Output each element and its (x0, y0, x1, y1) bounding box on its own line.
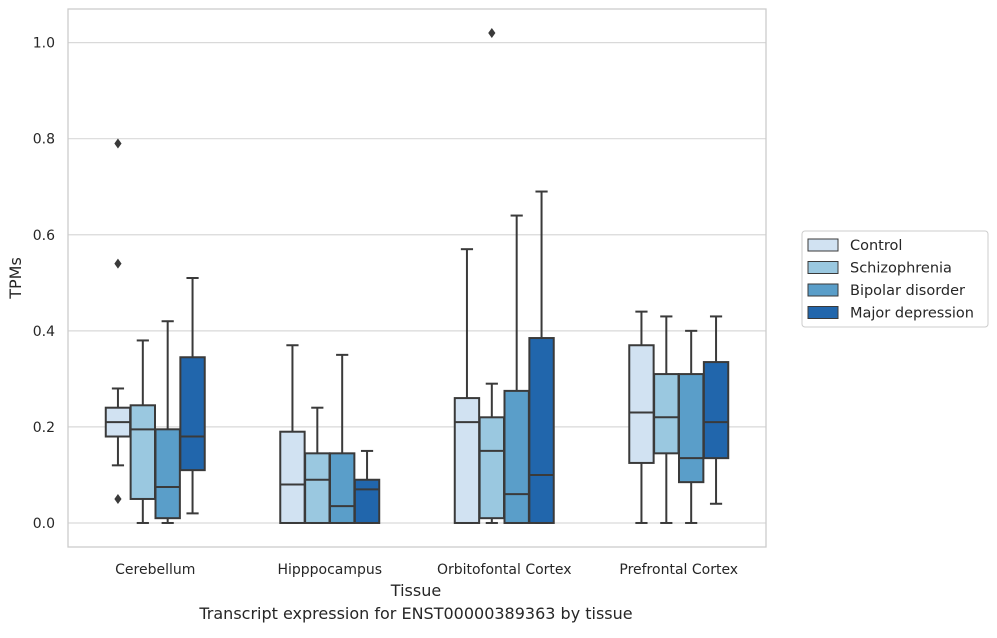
legend-label: Major depression (850, 306, 974, 322)
box-body (528, 337, 555, 524)
box-body (328, 452, 356, 524)
y-tick-label: 0.8 (33, 132, 55, 148)
box-body (677, 373, 705, 484)
box-major-depression (528, 190, 555, 524)
box-bipolar-disorder (328, 353, 356, 524)
y-tick-label: 0.2 (33, 420, 55, 436)
legend-swatch (807, 283, 839, 297)
legend-frame (801, 230, 989, 328)
box-body (154, 428, 181, 520)
box-body (628, 344, 655, 464)
x-axis-label: Tissue (390, 581, 441, 600)
x-tick-label: Orbitofontal Cortex (437, 562, 572, 578)
box-body (304, 452, 331, 524)
outlier-marker (114, 138, 122, 149)
box-body (653, 373, 680, 455)
outlier-marker (114, 493, 122, 504)
x-axis-ticks: Cerebellum Hipppocampus Orbitofontal Corte… (115, 562, 738, 578)
y-tick-label: 0.0 (33, 516, 55, 532)
y-axis-ticks: 0.0 0.2 0.4 0.6 0.8 1.0 (33, 36, 55, 532)
box-schizophrenia (129, 339, 157, 524)
outlier-marker (114, 258, 122, 269)
legend-swatch (807, 261, 839, 274)
box-bipolar-disorder (677, 329, 705, 524)
box-bipolar-disorder (503, 214, 530, 524)
x-tick-label: Prefrontal Cortex (619, 562, 738, 578)
box-body (453, 397, 481, 524)
box-schizophrenia (653, 315, 680, 524)
box-layer (104, 28, 730, 524)
box-body (353, 478, 381, 524)
y-axis-label: TPMs (6, 257, 25, 300)
x-tick-label: Cerebellum (115, 562, 195, 578)
box-body (179, 356, 206, 472)
outlier-marker (488, 28, 496, 39)
box-body (279, 430, 306, 524)
box-schizophrenia (304, 406, 331, 524)
box-body (129, 404, 157, 500)
y-tick-label: 1.0 (33, 36, 55, 52)
box-major-depression (179, 277, 206, 515)
y-tick-label: 0.6 (33, 228, 55, 244)
box-bipolar-disorder (154, 320, 181, 524)
box-major-depression (702, 315, 730, 505)
box-control (628, 310, 655, 524)
x-tick-label: Hipppocampus (277, 562, 382, 578)
legend: Control Schizophrenia Bipolar disorder Majo… (801, 230, 989, 328)
box-body (503, 389, 530, 524)
legend-label: Control (850, 238, 902, 254)
box-body (702, 361, 730, 460)
legend-label: Bipolar disorder (850, 283, 965, 299)
box-schizophrenia (478, 28, 506, 524)
legend-swatch (807, 238, 839, 252)
box-major-depression (353, 449, 381, 524)
box-control (453, 248, 481, 524)
plot-frame (67, 8, 767, 548)
chart-caption: Transcript expression for ENST0000038936… (199, 604, 633, 623)
box-body (478, 416, 506, 520)
box-control (279, 344, 306, 524)
legend-swatch (807, 306, 839, 319)
y-tick-label: 0.4 (33, 324, 55, 340)
legend-label: Schizophrenia (850, 261, 952, 277)
box-control (104, 138, 132, 504)
